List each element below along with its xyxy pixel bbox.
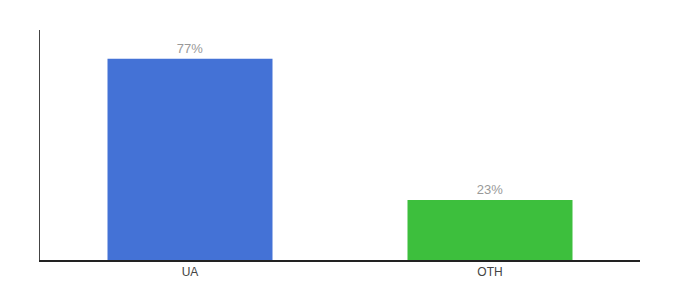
svg-text:77%: 77%	[177, 41, 203, 56]
svg-text:OTH: OTH	[477, 265, 502, 279]
svg-text:UA: UA	[182, 265, 199, 279]
svg-text:23%: 23%	[477, 182, 503, 197]
